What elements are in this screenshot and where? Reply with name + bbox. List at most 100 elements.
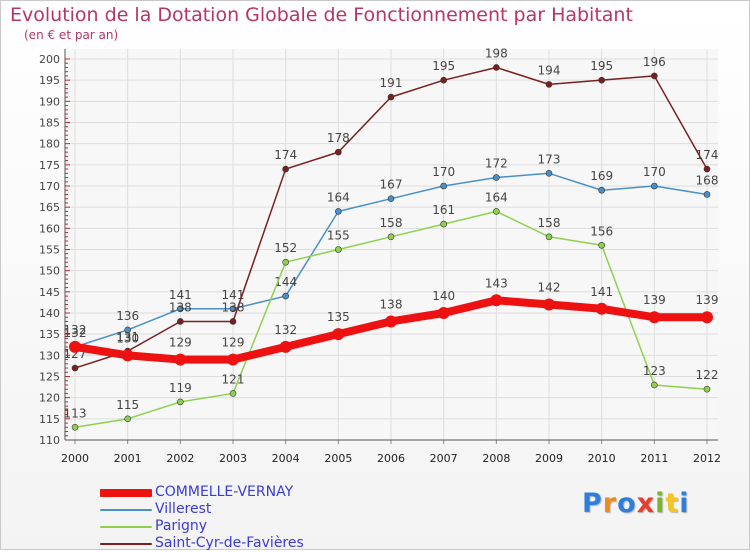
x-tick-label: 2002 xyxy=(166,452,194,465)
chart-subtitle: (en € et par an) xyxy=(24,28,119,42)
data-label: 132 xyxy=(64,326,87,340)
data-label: 139 xyxy=(643,293,666,307)
y-tick-label: 190 xyxy=(39,95,60,108)
data-label: 174 xyxy=(696,148,719,162)
data-point xyxy=(545,170,553,177)
data-label: 141 xyxy=(590,285,613,299)
data-label: 155 xyxy=(327,229,350,243)
data-point xyxy=(701,311,713,324)
data-label: 194 xyxy=(538,63,561,77)
data-point xyxy=(335,208,342,215)
data-point xyxy=(177,398,184,406)
legend-label: Parigny xyxy=(155,518,208,534)
x-tick-label: 2005 xyxy=(324,452,352,465)
y-tick-label: 170 xyxy=(39,180,60,193)
data-label: 129 xyxy=(222,336,245,350)
data-label: 143 xyxy=(485,276,508,290)
x-tick-label: 2009 xyxy=(535,452,563,465)
data-point xyxy=(651,182,658,190)
data-point xyxy=(651,72,658,80)
legend-swatch xyxy=(100,526,152,528)
data-label: 161 xyxy=(432,203,455,217)
data-point xyxy=(335,148,342,156)
y-tick-label: 135 xyxy=(39,328,60,341)
data-label: 138 xyxy=(169,300,192,314)
data-label: 170 xyxy=(643,165,666,179)
x-tick-label: 2006 xyxy=(377,452,405,465)
logo-letter: o xyxy=(617,488,637,519)
data-point xyxy=(387,195,395,202)
data-point xyxy=(385,315,397,328)
data-label: 132 xyxy=(274,323,297,337)
data-point xyxy=(229,318,237,325)
data-label: 115 xyxy=(116,398,139,412)
y-tick-label: 165 xyxy=(39,201,60,214)
data-label: 123 xyxy=(643,364,666,378)
data-label: 167 xyxy=(380,178,403,192)
x-tick-label: 2011 xyxy=(640,452,668,465)
data-label: 152 xyxy=(274,241,297,255)
data-label: 164 xyxy=(327,190,350,204)
data-point xyxy=(651,381,658,389)
proxiti-logo: Proxiti xyxy=(582,488,690,519)
data-point xyxy=(69,340,81,353)
x-tick-label: 2010 xyxy=(588,452,616,465)
data-point xyxy=(598,76,605,84)
data-label: 164 xyxy=(485,190,508,204)
data-point xyxy=(121,349,134,362)
data-label: 144 xyxy=(274,275,297,289)
data-label: 191 xyxy=(380,76,403,90)
data-point xyxy=(490,294,503,307)
y-tick-label: 185 xyxy=(39,117,60,130)
data-label: 139 xyxy=(696,293,719,307)
data-label: 132 xyxy=(64,323,87,337)
legend-swatch xyxy=(100,489,152,497)
data-label: 178 xyxy=(327,131,350,145)
data-label: 141 xyxy=(169,288,192,302)
data-point xyxy=(703,165,711,173)
data-point xyxy=(595,302,608,315)
data-label: 131 xyxy=(116,330,139,344)
data-label: 173 xyxy=(538,152,561,166)
x-tick-label: 2004 xyxy=(272,452,300,465)
data-point xyxy=(71,423,79,431)
data-point xyxy=(387,93,395,101)
logo-letter: x xyxy=(636,488,656,519)
data-label: 138 xyxy=(380,297,403,311)
data-label: 119 xyxy=(169,381,192,395)
data-label: 121 xyxy=(222,372,245,386)
legend-swatch xyxy=(100,543,152,545)
data-label: 138 xyxy=(222,300,245,314)
logo-letter: i xyxy=(655,488,666,519)
data-label: 158 xyxy=(538,216,561,230)
legend-label: COMMELLE-VERNAY xyxy=(155,484,294,500)
data-point xyxy=(598,186,605,194)
data-point xyxy=(177,305,184,313)
x-tick-label: 2012 xyxy=(693,452,721,465)
data-label: 140 xyxy=(432,289,455,303)
data-point xyxy=(440,76,447,84)
logo-letter: r xyxy=(602,488,618,519)
data-point xyxy=(437,307,450,319)
data-point xyxy=(227,353,239,366)
data-point xyxy=(493,64,500,71)
data-label: 136 xyxy=(116,309,139,323)
x-tick-label: 2000 xyxy=(61,452,89,465)
y-tick-label: 110 xyxy=(39,434,60,447)
data-point xyxy=(440,220,447,228)
data-label: 168 xyxy=(696,173,719,187)
data-point xyxy=(71,364,79,372)
x-tick-label: 2001 xyxy=(114,452,142,465)
y-tick-label: 200 xyxy=(39,53,60,66)
data-label: 156 xyxy=(590,224,613,238)
data-label: 198 xyxy=(485,46,508,60)
data-label: 135 xyxy=(327,310,350,324)
data-point xyxy=(335,246,342,253)
data-point xyxy=(493,208,500,215)
logo-letter: P xyxy=(582,488,603,519)
data-label: 196 xyxy=(643,55,666,69)
y-tick-label: 155 xyxy=(39,244,60,257)
data-label: 174 xyxy=(274,148,297,162)
data-point xyxy=(282,292,289,300)
data-point xyxy=(124,415,131,423)
